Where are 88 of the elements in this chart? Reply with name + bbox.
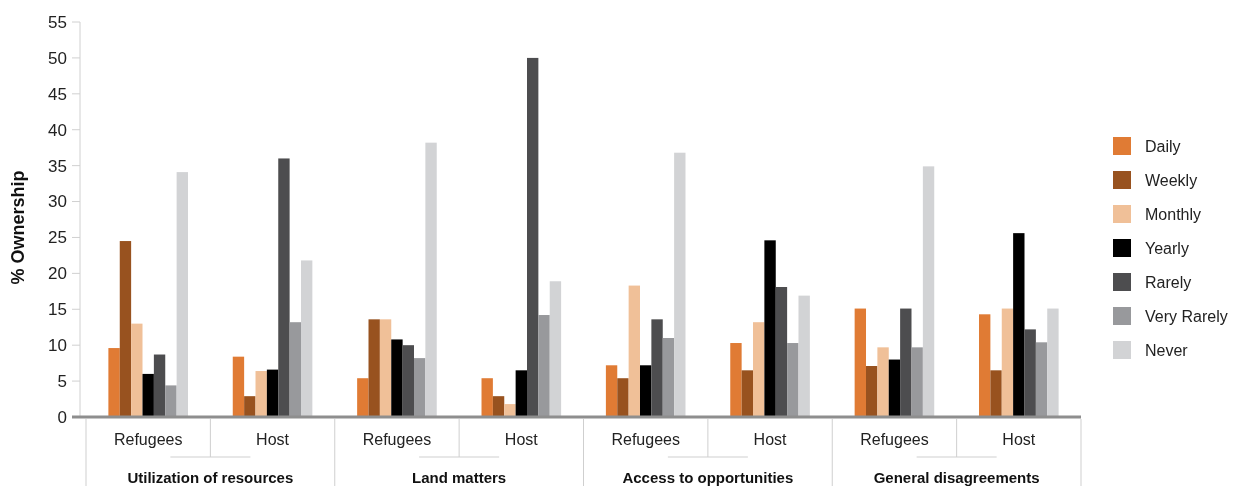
bar — [651, 319, 663, 417]
bar — [1047, 308, 1059, 417]
bar — [402, 345, 414, 417]
bar — [1024, 329, 1036, 417]
bar — [877, 347, 889, 417]
bar — [153, 354, 166, 417]
bar — [357, 378, 369, 417]
bar — [979, 314, 991, 417]
bar — [492, 396, 505, 417]
y-tick-label: 50 — [48, 48, 67, 68]
y-tick-label: 40 — [48, 120, 67, 140]
bar — [266, 369, 279, 417]
y-tick-label: 25 — [48, 228, 67, 248]
bar — [628, 285, 640, 417]
bar — [119, 241, 132, 417]
legend-label: Never — [1145, 341, 1189, 359]
bar — [244, 396, 256, 417]
y-tick-label: 30 — [48, 192, 67, 212]
legend-label: Rarely — [1145, 273, 1192, 291]
x-tick-label: Refugees — [611, 431, 680, 448]
bar — [255, 371, 267, 417]
bar — [368, 319, 380, 417]
bar — [538, 315, 550, 417]
y-tick-label: 35 — [48, 156, 67, 176]
bar — [504, 404, 516, 417]
bar — [414, 358, 426, 417]
bar — [131, 323, 143, 417]
bar — [1035, 342, 1048, 417]
bar — [662, 338, 675, 417]
legend-label: Monthly — [1145, 205, 1202, 223]
legend-label: Daily — [1145, 137, 1181, 155]
bar — [142, 373, 154, 417]
bar — [108, 348, 120, 417]
bar — [379, 319, 392, 417]
x-tick-label: Refugees — [113, 431, 183, 448]
y-tick-label: 45 — [48, 84, 67, 104]
x-tick-label: Host — [256, 431, 290, 448]
x-tick-label: Refugees — [860, 431, 929, 448]
bar — [753, 322, 765, 417]
legend-label: Yearly — [1145, 239, 1189, 257]
bar — [866, 366, 878, 417]
y-tick-label: 20 — [48, 264, 67, 284]
bar — [922, 166, 935, 417]
bar — [289, 322, 301, 417]
bar — [605, 365, 618, 417]
text: Access to opportunities — [622, 469, 794, 486]
bar — [900, 308, 912, 417]
bar — [617, 378, 629, 417]
bar — [730, 343, 742, 417]
bar — [515, 370, 527, 417]
bar — [854, 308, 867, 417]
y-axis-title: % Ownership — [8, 170, 28, 285]
bar — [787, 343, 799, 417]
x-tick-label: Refugees — [362, 431, 432, 448]
bar — [425, 142, 437, 417]
bar — [165, 385, 177, 417]
bar — [798, 295, 810, 417]
bar — [527, 57, 539, 417]
bar — [888, 359, 901, 417]
bar — [549, 281, 562, 417]
x-tick-label: Host — [504, 431, 539, 448]
y-tick-label: 5 — [57, 372, 67, 392]
bar — [176, 172, 188, 417]
bar — [391, 339, 403, 417]
bar — [640, 365, 652, 417]
legend-label: Very Rarely — [1145, 307, 1228, 325]
x-tick-label: Host — [1002, 431, 1036, 448]
text: Land matters — [412, 469, 507, 486]
bar — [1001, 308, 1014, 417]
bar — [990, 370, 1002, 417]
bar — [674, 152, 686, 417]
legend-label: Weekly — [1145, 171, 1198, 189]
bar — [1013, 233, 1025, 417]
y-tick-label: 0 — [57, 407, 67, 427]
bar — [300, 260, 313, 417]
bar — [481, 378, 493, 417]
y-tick-label: 15 — [48, 300, 67, 320]
text: General disagreements — [873, 469, 1040, 486]
bar — [764, 240, 776, 417]
x-tick-label: Host — [753, 431, 788, 448]
bar — [741, 370, 754, 417]
bar — [775, 287, 788, 417]
bar — [232, 356, 245, 417]
y-tick-label: 55 — [48, 12, 67, 32]
bar — [278, 158, 290, 417]
y-tick-label: 10 — [48, 336, 67, 356]
bar — [911, 347, 923, 417]
text: Utilization of resources — [127, 469, 294, 486]
